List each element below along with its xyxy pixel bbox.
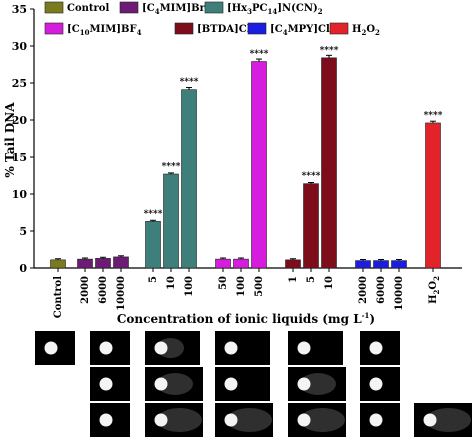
significance-label: **** <box>424 111 443 121</box>
bar <box>425 122 441 269</box>
legend-swatch <box>44 1 64 14</box>
x-tick-labels: Control 2000 6000 10000 5 10 100 50 100 500 1 5 10 20… <box>53 276 441 318</box>
chart-axes: 0 5 10 15 20 25 30 35 <box>12 3 462 275</box>
comet-tail <box>300 373 336 395</box>
significance-label: **** <box>180 78 199 88</box>
chart-bars: **** **** **** **** **** **** **** <box>50 46 443 269</box>
comet-head <box>99 341 113 355</box>
significance-label: **** <box>302 172 321 182</box>
y-axis-title: % Tail DNA <box>3 102 17 178</box>
comet-image <box>215 367 270 401</box>
x-tick-label: 100 <box>236 276 247 297</box>
bar <box>215 258 231 269</box>
x-tick-label: 6000 <box>376 276 387 304</box>
comet-head <box>44 341 58 355</box>
y-tick-label: 10 <box>12 188 28 201</box>
significance-label: **** <box>320 46 339 56</box>
comet-image <box>288 331 343 365</box>
bar <box>233 258 249 269</box>
bar <box>95 258 111 269</box>
x-tick-label: Control <box>53 276 64 318</box>
x-tick-label: 2000 <box>358 276 369 304</box>
bar <box>355 260 371 269</box>
comet-image <box>215 331 270 365</box>
comet-head <box>99 413 113 427</box>
comet-head <box>369 341 383 355</box>
bar <box>285 259 301 269</box>
legend-label: [Hx3PC14]N(CN)2 <box>227 3 323 16</box>
significance-label: **** <box>144 209 163 219</box>
legend-swatch <box>44 22 64 35</box>
bar <box>113 256 129 269</box>
x-tick-label: 2000 <box>80 276 91 304</box>
x-tick-label: 1 <box>288 276 299 283</box>
y-tick-label: 35 <box>12 3 27 16</box>
x-tick-label: 500 <box>254 276 265 297</box>
significance-label: **** <box>162 162 181 172</box>
x-tick-label: H2O2 <box>428 276 441 304</box>
comet-head <box>154 341 168 355</box>
y-tick-label: 0 <box>19 262 27 275</box>
comet-head <box>99 377 113 391</box>
legend-swatch <box>204 1 224 14</box>
comet-assay-images <box>35 331 472 437</box>
x-tick-label: 100 <box>184 276 195 297</box>
legend-label: [C10MIM]BF4 <box>67 24 142 37</box>
legend-label: [C4MIM]Br <box>142 3 206 16</box>
comet-head <box>297 341 311 355</box>
legend-swatch <box>119 1 139 14</box>
y-tick-label: 20 <box>12 114 28 127</box>
bar <box>303 183 319 269</box>
bar <box>50 259 66 269</box>
comet-tail <box>157 373 193 395</box>
bar <box>251 61 267 269</box>
x-axis-title: Concentration of ionic liquids (mg L-1) <box>117 311 375 326</box>
legend-label: [C4MPY]Cl <box>270 24 330 37</box>
y-tick-label: 30 <box>12 40 28 53</box>
x-tick-label: 5 <box>306 276 317 283</box>
y-tick-label: 5 <box>19 225 27 238</box>
bar <box>181 89 197 269</box>
bar <box>391 260 407 269</box>
chart-legend: Control [C4MIM]Br [Hx3PC14]N(CN)2 [C10MIM]B… <box>44 1 380 37</box>
x-tick-label: 50 <box>218 276 229 290</box>
comet-tail <box>426 408 471 432</box>
x-tick-label: 10000 <box>116 276 127 311</box>
comet-head <box>154 377 168 391</box>
legend-swatch <box>329 22 349 35</box>
legend-label: H2O2 <box>352 24 380 37</box>
comet-tail <box>227 408 272 432</box>
x-tick-label: 5 <box>148 276 159 283</box>
y-tick-label: 25 <box>12 77 27 90</box>
bar <box>163 173 179 269</box>
comet-head <box>423 413 437 427</box>
x-tick-label: 10000 <box>394 276 405 311</box>
comet-tail <box>300 408 345 432</box>
legend-label: [BTDA]Cl <box>197 24 251 35</box>
comet-head <box>154 413 168 427</box>
legend-swatch <box>174 22 194 35</box>
comet-head <box>224 413 238 427</box>
bar <box>145 221 161 269</box>
comet-tail <box>157 408 202 432</box>
legend-label: Control <box>67 3 109 14</box>
x-tick-label: 6000 <box>98 276 109 304</box>
legend-swatch <box>247 22 267 35</box>
bar <box>373 260 389 269</box>
comet-head <box>224 377 238 391</box>
comet-head <box>369 377 383 391</box>
bar <box>77 258 93 269</box>
comet-head <box>224 341 238 355</box>
significance-label: **** <box>250 50 269 60</box>
x-tick-label: 10 <box>166 276 177 290</box>
comet-head <box>369 413 383 427</box>
comet-head <box>297 377 311 391</box>
bar <box>321 57 337 269</box>
x-tick-label: 10 <box>324 276 335 290</box>
comet-head <box>297 413 311 427</box>
y-tick-label: 15 <box>12 151 27 164</box>
